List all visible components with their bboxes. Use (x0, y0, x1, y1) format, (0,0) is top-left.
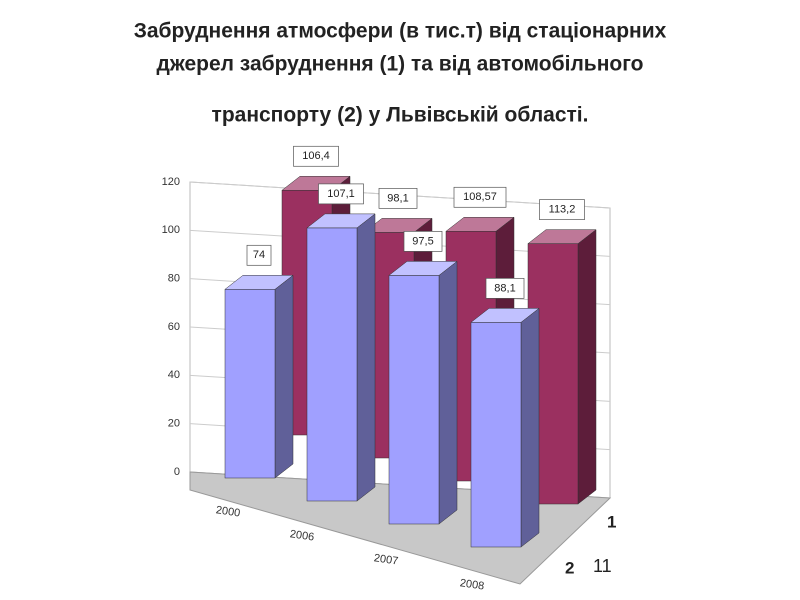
value-label: 107,1 (327, 188, 355, 200)
value-label: 98,1 (387, 192, 408, 204)
bar-side (520, 307, 540, 548)
bar-top (224, 275, 294, 290)
y-tick-label: 100 (162, 224, 180, 236)
value-label-box (246, 244, 272, 266)
value-label: 106,4 (302, 150, 330, 162)
value-label-box (539, 199, 585, 220)
depth-label: 2 (565, 558, 574, 577)
x-tick-label: 2008 (459, 577, 485, 592)
chart-title: Забруднення атмосфери (в тис.т) від стац… (134, 20, 667, 43)
depth-label: 1 (607, 512, 616, 531)
bar-top (470, 308, 540, 323)
y-tick-label: 80 (168, 273, 180, 285)
bar-top (306, 213, 376, 229)
x-tick-label: 2006 (289, 528, 315, 543)
page-number: 11 (593, 556, 612, 576)
bar (306, 227, 358, 502)
y-tick-label: 120 (162, 176, 180, 188)
bar-side (274, 274, 294, 479)
value-label-box (485, 277, 525, 299)
bar-top (363, 218, 433, 233)
bar-top (388, 261, 458, 276)
chart-title: транспорту (2) у Львівській області. (212, 104, 589, 127)
value-label: 88,1 (494, 282, 515, 294)
value-label-box (293, 145, 339, 167)
bar (224, 289, 276, 479)
bar-top (527, 229, 597, 244)
y-tick-label: 0 (174, 466, 180, 478)
bar-side (356, 213, 376, 502)
bar-side (577, 229, 597, 505)
y-tick-label: 60 (168, 321, 180, 333)
bar (388, 275, 440, 525)
value-label: 108,57 (463, 191, 497, 203)
y-tick-label: 20 (168, 418, 180, 430)
value-label-box (403, 231, 443, 252)
bar-side (438, 260, 458, 525)
chart-title: джерел забруднення (1) та від автомобіль… (157, 53, 644, 76)
value-label-box (453, 186, 507, 208)
bar-top (445, 217, 515, 232)
x-tick-label: 2007 (373, 552, 399, 567)
value-label: 97,5 (412, 235, 433, 247)
y-tick-label: 40 (168, 369, 180, 381)
bar (470, 322, 522, 548)
value-label: 113,2 (549, 204, 576, 216)
x-tick-label: 2000 (215, 504, 241, 519)
value-label: 74 (253, 249, 265, 261)
value-label-box (318, 183, 364, 205)
value-label-box (378, 188, 418, 209)
